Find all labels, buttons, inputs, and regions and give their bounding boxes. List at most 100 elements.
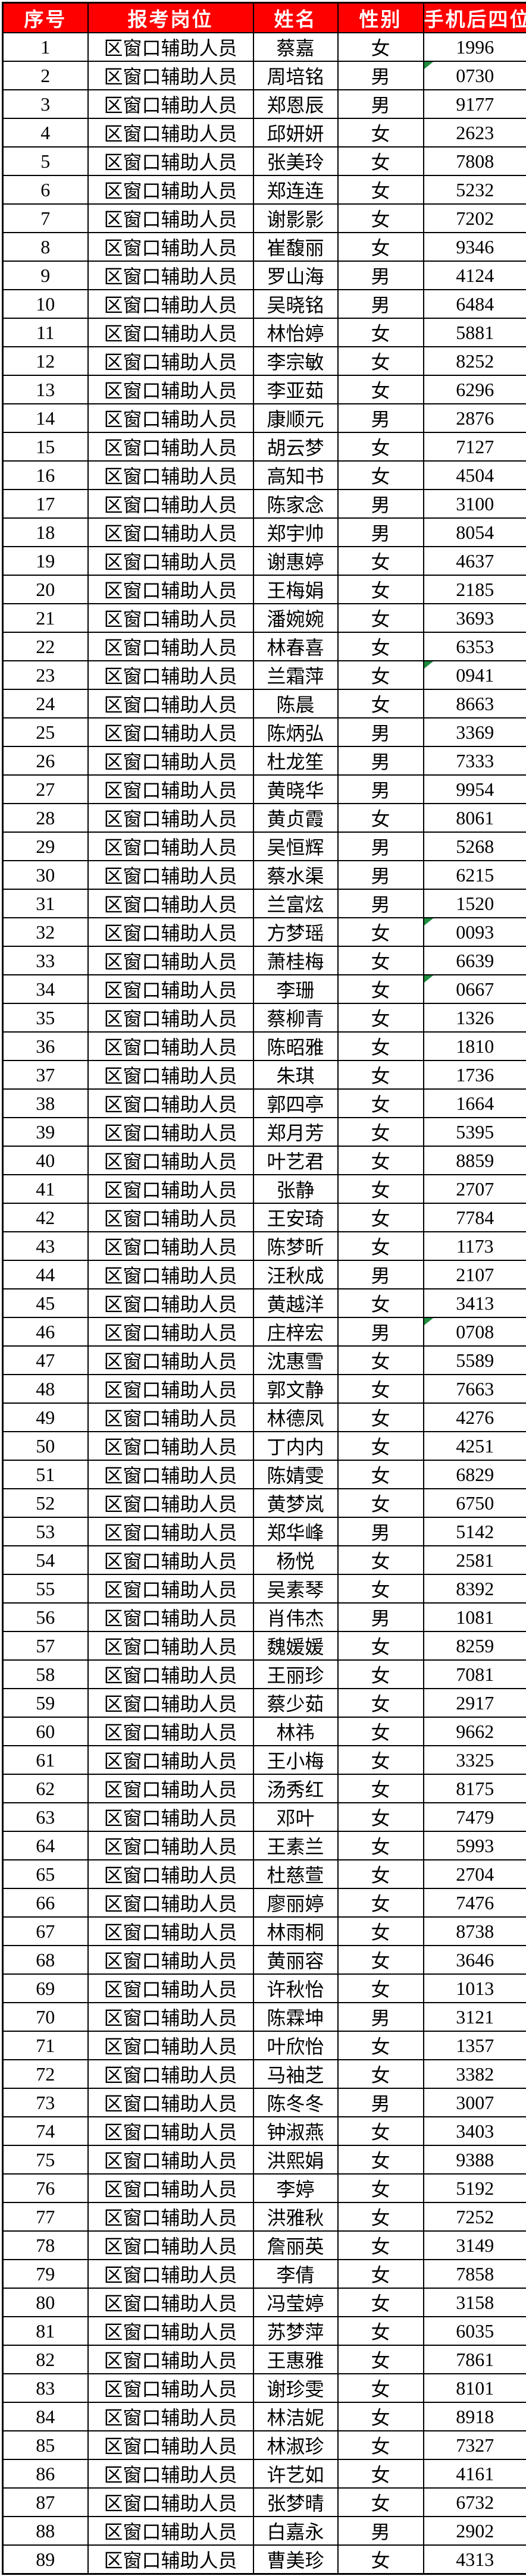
cell-name: 蔡柳青 — [253, 1003, 338, 1032]
table-row: 70 区窗口辅助人员 陈霖坤 男 3121 — [3, 2003, 526, 2031]
cell-name: 谢影影 — [253, 204, 338, 233]
cell-name: 吴恒辉 — [253, 832, 338, 861]
cell-gender: 女 — [338, 2402, 424, 2431]
cell-gender: 女 — [338, 1003, 424, 1032]
table-row: 64 区窗口辅助人员 王素兰 女 5993 — [3, 1831, 526, 1860]
table-row: 33 区窗口辅助人员 萧桂梅 女 6639 — [3, 946, 526, 975]
table-row: 23 区窗口辅助人员 兰霜萍 女 0941 — [3, 661, 526, 689]
cell-phone-last-four: 8259 — [424, 1631, 526, 1660]
phone-value: 8859 — [456, 1150, 494, 1171]
cell-phone-last-four: 7784 — [424, 1203, 526, 1232]
cell-name: 林淑珍 — [253, 2431, 338, 2459]
table-row: 4 区窗口辅助人员 邱妍妍 女 2623 — [3, 118, 526, 147]
cell-phone-last-four: 7663 — [424, 1375, 526, 1403]
table-row: 82 区窗口辅助人员 王惠雅 女 7861 — [3, 2345, 526, 2374]
cell-position: 区窗口辅助人员 — [88, 2459, 253, 2488]
cell-position: 区窗口辅助人员 — [88, 1232, 253, 1260]
cell-gender: 女 — [338, 33, 424, 61]
cell-position: 区窗口辅助人员 — [88, 2288, 253, 2317]
cell-name: 张美玲 — [253, 147, 338, 175]
cell-position: 区窗口辅助人员 — [88, 889, 253, 918]
cell-phone-last-four: 7861 — [424, 2345, 526, 2374]
table-row: 2 区窗口辅助人员 周培铭 男 0730 — [3, 61, 526, 90]
cell-phone-last-four: 7202 — [424, 204, 526, 233]
cell-serial-number: 59 — [3, 1689, 88, 1717]
cell-gender: 女 — [338, 1032, 424, 1060]
cell-gender: 女 — [338, 233, 424, 261]
cell-serial-number: 61 — [3, 1746, 88, 1774]
cell-serial-number: 51 — [3, 1460, 88, 1489]
cell-name: 汤秀红 — [253, 1774, 338, 1803]
cell-phone-last-four: 3100 — [424, 490, 526, 518]
cell-name: 康顺元 — [253, 404, 338, 432]
cell-gender: 女 — [338, 2374, 424, 2402]
cell-position: 区窗口辅助人员 — [88, 432, 253, 461]
cell-phone-last-four: 9954 — [424, 775, 526, 804]
cell-position: 区窗口辅助人员 — [88, 1203, 253, 1232]
cell-name: 蔡少茹 — [253, 1689, 338, 1717]
cell-serial-number: 8 — [3, 233, 88, 261]
header-name: 姓名 — [253, 3, 338, 33]
cell-gender: 女 — [338, 2545, 424, 2574]
cell-gender: 女 — [338, 2031, 424, 2060]
phone-value: 7479 — [456, 1806, 494, 1828]
phone-value: 0667 — [456, 978, 494, 1000]
cell-position: 区窗口辅助人员 — [88, 1660, 253, 1689]
table-row: 77 区窗口辅助人员 洪雅秋 女 7252 — [3, 2202, 526, 2231]
cell-serial-number: 40 — [3, 1146, 88, 1175]
cell-gender: 女 — [338, 1888, 424, 1917]
cell-phone-last-four: 6353 — [424, 632, 526, 661]
cell-name: 李倩 — [253, 2260, 338, 2288]
cell-name: 蔡嘉 — [253, 33, 338, 61]
cell-name: 王小梅 — [253, 1746, 338, 1774]
cell-position: 区窗口辅助人员 — [88, 1689, 253, 1717]
cell-gender: 女 — [338, 946, 424, 975]
phone-value: 8061 — [456, 807, 494, 829]
cell-gender: 女 — [338, 1375, 424, 1403]
cell-position: 区窗口辅助人员 — [88, 1603, 253, 1631]
phone-value: 4251 — [456, 1435, 494, 1457]
cell-phone-last-four: 8061 — [424, 804, 526, 832]
phone-value: 8259 — [456, 1635, 494, 1656]
table-row: 54 区窗口辅助人员 杨悦 女 2581 — [3, 1546, 526, 1574]
table-row: 29 区窗口辅助人员 吴恒辉 男 5268 — [3, 832, 526, 861]
table-row: 63 区窗口辅助人员 邓叶 女 7479 — [3, 1803, 526, 1831]
cell-phone-last-four: 1326 — [424, 1003, 526, 1032]
cell-gender: 女 — [338, 1574, 424, 1603]
cell-position: 区窗口辅助人员 — [88, 1003, 253, 1032]
cell-serial-number: 70 — [3, 2003, 88, 2031]
cell-gender: 女 — [338, 1146, 424, 1175]
phone-value: 5993 — [456, 1835, 494, 1856]
cell-name: 朱琪 — [253, 1060, 338, 1089]
cell-gender: 女 — [338, 347, 424, 375]
cell-gender: 女 — [338, 375, 424, 404]
header-serial-number: 序号 — [3, 3, 88, 33]
cell-name: 高知书 — [253, 461, 338, 490]
phone-value: 2623 — [456, 122, 494, 143]
cell-serial-number: 43 — [3, 1232, 88, 1260]
cell-serial-number: 47 — [3, 1346, 88, 1375]
cell-gender: 男 — [338, 61, 424, 90]
cell-gender: 女 — [338, 2317, 424, 2345]
cell-gender: 女 — [338, 575, 424, 604]
cell-serial-number: 20 — [3, 575, 88, 604]
cell-serial-number: 3 — [3, 90, 88, 118]
cell-gender: 女 — [338, 918, 424, 946]
table-row: 71 区窗口辅助人员 叶欣怡 女 1357 — [3, 2031, 526, 2060]
table-row: 74 区窗口辅助人员 钟淑燕 女 3403 — [3, 2117, 526, 2145]
cell-position: 区窗口辅助人员 — [88, 1746, 253, 1774]
cell-position: 区窗口辅助人员 — [88, 1289, 253, 1317]
cell-phone-last-four: 0708 — [424, 1317, 526, 1346]
cell-serial-number: 62 — [3, 1774, 88, 1803]
cell-serial-number: 16 — [3, 461, 88, 490]
phone-value: 1996 — [456, 36, 494, 58]
cell-position: 区窗口辅助人员 — [88, 2374, 253, 2402]
cell-name: 陈梦昕 — [253, 1232, 338, 1260]
table-row: 88 区窗口辅助人员 白嘉永 男 2902 — [3, 2517, 526, 2545]
cell-phone-last-four: 2185 — [424, 575, 526, 604]
cell-name: 王安琦 — [253, 1203, 338, 1232]
table-row: 85 区窗口辅助人员 林淑珍 女 7327 — [3, 2431, 526, 2459]
cell-phone-last-four: 7127 — [424, 432, 526, 461]
cell-position: 区窗口辅助人员 — [88, 2060, 253, 2088]
cell-position: 区窗口辅助人员 — [88, 204, 253, 233]
